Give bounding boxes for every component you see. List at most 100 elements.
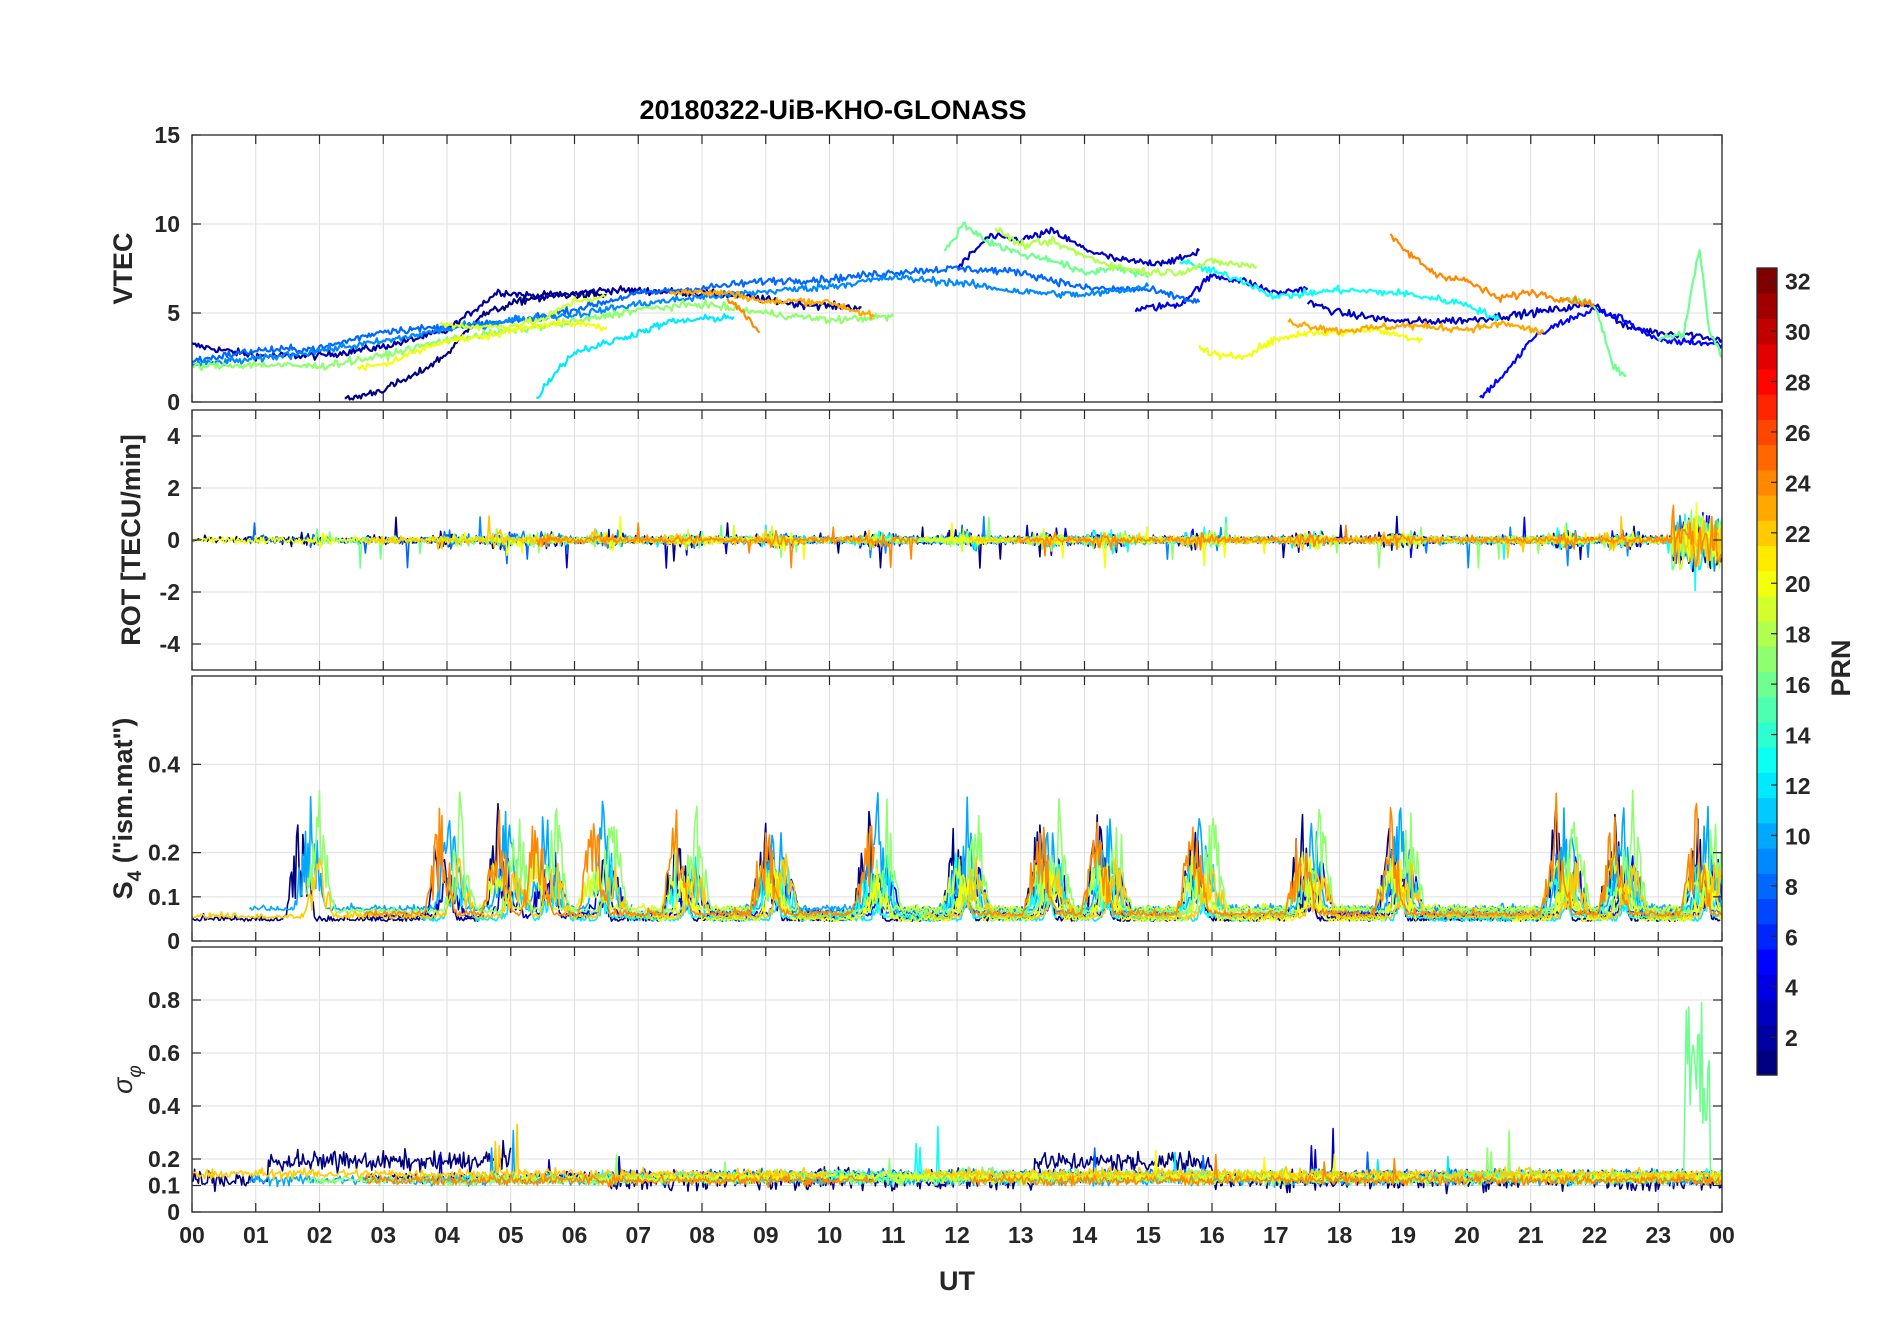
ticks: 00.10.2 0.4 0.6 0.8 <box>148 947 1723 1225</box>
series-prn-4 <box>1134 273 1309 313</box>
series-group <box>192 789 1722 922</box>
x-tick-label: 05 <box>498 1222 524 1248</box>
y-tick-label: 0 <box>167 389 180 415</box>
series-group <box>192 502 1722 592</box>
x-axis-label: UT <box>939 1266 975 1296</box>
series-prn-16 <box>1561 296 1627 378</box>
series-group <box>192 1001 1722 1195</box>
series-prn-19 <box>439 293 607 332</box>
colorbar-tick-label: 18 <box>1785 622 1811 648</box>
x-tick-label: 12 <box>944 1222 970 1248</box>
y-axis-label: VTEC <box>108 232 138 304</box>
x-tick-label: 15 <box>1135 1222 1161 1248</box>
colorbar-swatch <box>1757 696 1777 723</box>
y-tick-label: 10 <box>154 211 180 237</box>
series-prn-20 <box>1198 326 1424 361</box>
y-tick-label: 0.1 <box>148 884 180 910</box>
series-prn-9 <box>192 274 1150 368</box>
colorbar-swatch <box>1757 822 1777 849</box>
x-tick-label: 03 <box>370 1222 396 1248</box>
colorbar-tick-label: 4 <box>1785 975 1798 1001</box>
colorbar-swatch <box>1757 494 1777 521</box>
y-axis-label: ROT [TECU/min] <box>116 434 146 645</box>
colorbar-swatch <box>1757 293 1777 320</box>
colorbar-swatch <box>1757 848 1777 874</box>
x-tick-label: 00 <box>179 1222 205 1248</box>
x-tick-label: 16 <box>1199 1222 1225 1248</box>
x-tick-label: 13 <box>1008 1222 1034 1248</box>
colorbar-tick-label: 22 <box>1785 521 1811 547</box>
y-tick-label: 0.6 <box>148 1040 180 1066</box>
series-prn-20 <box>650 856 1417 922</box>
ticks: 0 0.1 0.2 0.4 <box>148 676 1723 954</box>
colorbar-tick-label: 16 <box>1785 672 1811 698</box>
y-tick-label: 4 <box>167 423 180 449</box>
series-prn-19 <box>478 1170 799 1185</box>
x-tick-label: 18 <box>1327 1222 1353 1248</box>
colorbar-swatch <box>1757 469 1777 496</box>
colorbar-label: PRN <box>1826 639 1856 696</box>
y-axis-label: S4 ("ism.mat") <box>108 718 146 900</box>
ticks: 0 5 10 15 <box>154 122 1723 415</box>
colorbar-swatch <box>1757 873 1777 900</box>
series-prn-1 <box>192 1139 512 1193</box>
colorbar-swatch <box>1757 948 1777 975</box>
series-prn-23 <box>669 288 875 320</box>
panel-s4: 0 0.1 0.2 0.4S4 ("ism.mat") <box>108 675 1723 954</box>
colorbar-swatch <box>1757 898 1777 925</box>
series-prn-16 <box>1657 249 1722 359</box>
colorbar-swatch <box>1757 671 1777 698</box>
series-prn-3 <box>1306 299 1722 343</box>
series-prn-20 <box>1510 862 1722 922</box>
series-prn-24 <box>363 1173 875 1188</box>
x-tick-label: 07 <box>625 1222 651 1248</box>
colorbar-swatch <box>1757 747 1777 773</box>
y-tick-label: 0.8 <box>148 987 180 1013</box>
x-tick-label: 19 <box>1390 1222 1416 1248</box>
colorbar-swatch <box>1757 974 1777 1000</box>
colorbar-swatch <box>1757 570 1777 597</box>
colorbar-tick-label: 2 <box>1785 1025 1798 1051</box>
series-prn-22 <box>192 1123 830 1181</box>
ticks: -4 -2 0 2 4 <box>160 410 1723 670</box>
y-tick-label: 0.2 <box>148 840 180 866</box>
series-prn-24 <box>969 1153 1722 1187</box>
series-prn-12 <box>536 313 735 399</box>
series-prn-20 <box>356 318 608 371</box>
y-tick-label: 0 <box>167 1199 180 1225</box>
colorbar-swatch <box>1757 621 1777 647</box>
x-tick-label: 09 <box>753 1222 779 1248</box>
series-prn-1 <box>344 290 607 401</box>
series-prn-24 <box>1389 233 1595 308</box>
series-prn-18 <box>994 227 1258 277</box>
series-prn-1 <box>192 802 512 922</box>
colorbar-swatch <box>1757 520 1777 547</box>
x-tick-label: 04 <box>434 1222 460 1248</box>
x-tick-label: 20 <box>1454 1222 1480 1248</box>
colorbar-tick-label: 8 <box>1785 874 1798 900</box>
x-tick-label: 22 <box>1582 1222 1608 1248</box>
x-tick-label: 02 <box>307 1222 333 1248</box>
panel-sigma-phi: 00.10.2 0.4 0.6 0.8 σφ <box>108 946 1723 1225</box>
panel-vtec: 0 5 10 15 VTEC <box>108 122 1723 415</box>
x-tick-label: 10 <box>817 1222 843 1248</box>
x-tick-label: 14 <box>1072 1222 1098 1248</box>
colorbar-swatch <box>1757 1024 1777 1051</box>
x-tick-label: 00 <box>1709 1222 1735 1248</box>
colorbar-swatch <box>1757 797 1777 824</box>
x-tick-label: 21 <box>1518 1222 1544 1248</box>
series-prn-12 <box>1345 855 1722 922</box>
colorbar-swatch <box>1757 419 1777 446</box>
colorbar-tick-label: 14 <box>1785 723 1811 749</box>
series-prn-24 <box>726 298 761 334</box>
colorbar-swatch <box>1757 1049 1777 1076</box>
colorbar-tick-label: 10 <box>1785 823 1811 849</box>
colorbar-swatch <box>1757 646 1777 673</box>
colorbar-tick-label: 32 <box>1785 269 1811 295</box>
x-tick-label: 08 <box>689 1222 715 1248</box>
colorbar-swatch <box>1757 444 1777 471</box>
series-group <box>192 221 1722 401</box>
colorbar-swatch <box>1757 368 1777 395</box>
x-tick-label: 17 <box>1263 1222 1289 1248</box>
